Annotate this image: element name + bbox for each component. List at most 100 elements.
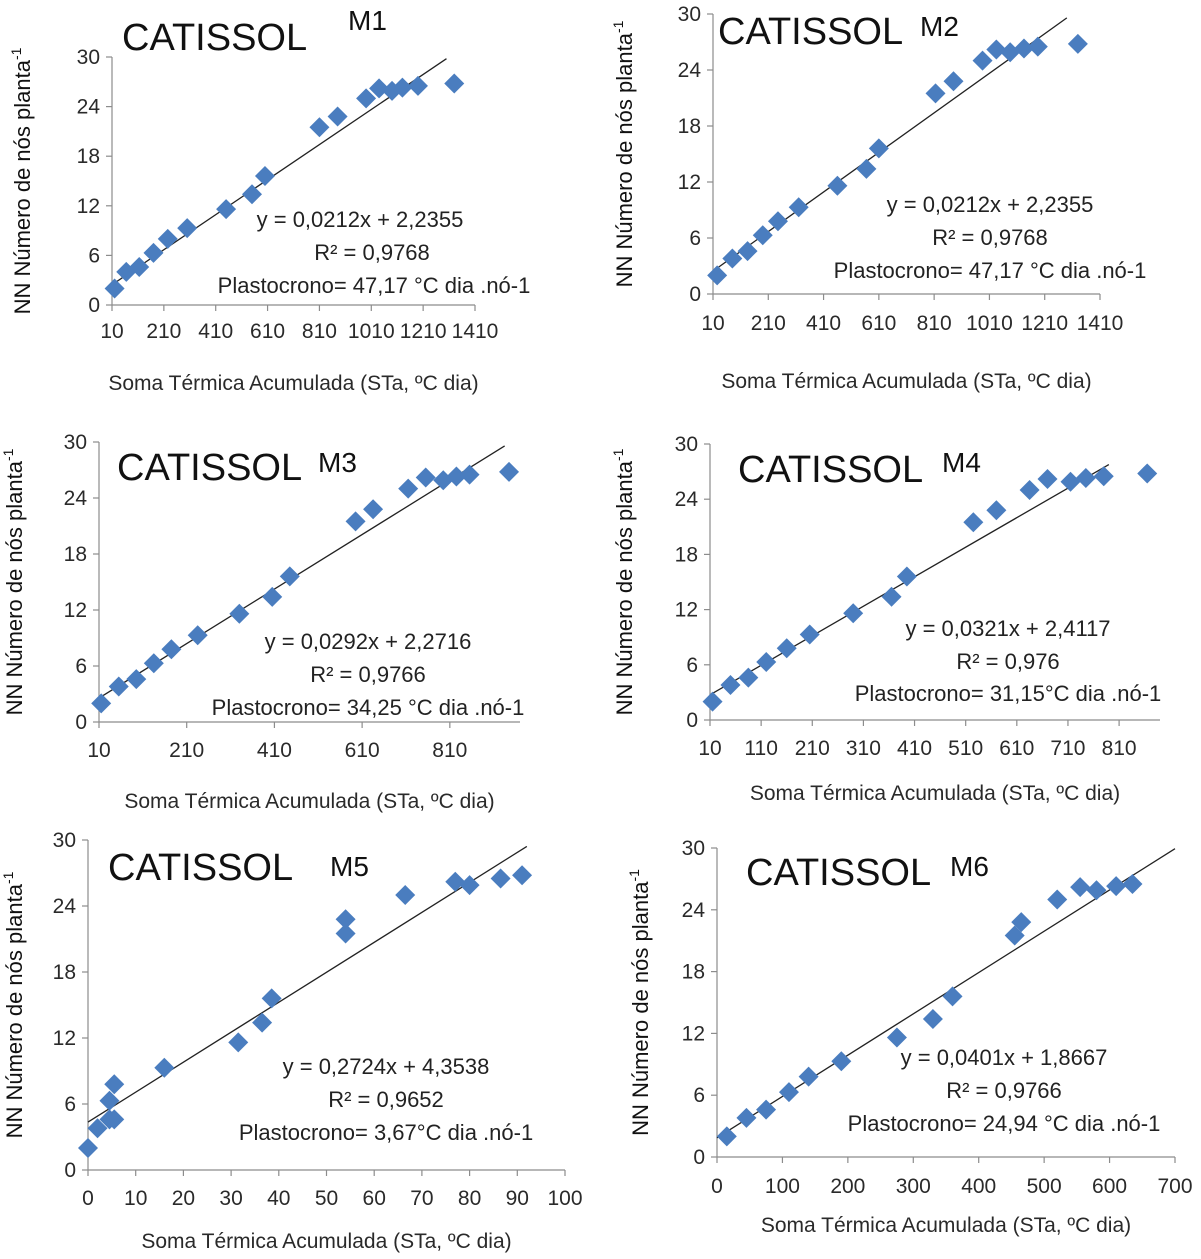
x-tick-label: 810 — [302, 320, 337, 343]
data-point — [335, 909, 356, 930]
trend-equation: y = 0,0292x + 2,2716 — [265, 629, 472, 654]
data-point — [104, 1074, 125, 1095]
y-tick-label: 18 — [675, 543, 698, 566]
y-tick-label: 0 — [88, 294, 100, 317]
x-tick-label: 410 — [198, 320, 233, 343]
data-point — [327, 106, 348, 127]
x-tick-label: 210 — [146, 320, 181, 343]
trend-equation: y = 0,0401x + 1,8667 — [901, 1045, 1108, 1070]
chart-model-label: M4 — [942, 447, 981, 478]
x-tick-label: 60 — [363, 1187, 386, 1210]
x-tick-label: 110 — [744, 737, 777, 760]
y-tick-label: 0 — [693, 1146, 705, 1169]
y-tick-label: 0 — [64, 1159, 76, 1182]
data-point — [1106, 876, 1127, 897]
data-point — [356, 88, 377, 109]
plastocrono-value: Plastocrono= 24,94 °C dia .nó-1 — [848, 1111, 1161, 1136]
data-point — [309, 117, 330, 138]
data-point — [229, 603, 250, 624]
x-tick-label: 610 — [999, 737, 1034, 760]
data-point — [798, 1066, 819, 1087]
data-point — [445, 871, 466, 892]
data-point — [1075, 468, 1096, 489]
x-tick-label: 90 — [506, 1187, 529, 1210]
y-tick-label: 6 — [64, 1093, 76, 1116]
data-point — [707, 265, 728, 286]
data-point — [1047, 889, 1068, 910]
data-point — [369, 78, 390, 99]
x-axis-label: Soma Térmica Acumulada (STa, ºC dia) — [141, 1230, 511, 1253]
x-tick-label: 600 — [1092, 1175, 1127, 1198]
x-tick-label: 400 — [961, 1175, 996, 1198]
data-point — [254, 166, 275, 187]
trend-equation: y = 0,0212x + 2,2355 — [887, 192, 1094, 217]
data-point — [91, 693, 112, 714]
y-tick-label: 24 — [682, 899, 706, 922]
data-point — [736, 1107, 757, 1128]
data-point — [767, 211, 788, 232]
data-point — [459, 875, 480, 896]
y-tick-label: 6 — [689, 227, 701, 250]
x-tick-label: 610 — [250, 320, 285, 343]
x-tick-label: 10 — [698, 737, 721, 760]
chart-title: CATISSOL — [108, 847, 293, 889]
x-tick-label: 1010 — [348, 320, 395, 343]
data-point — [831, 1051, 852, 1072]
x-tick-label: 80 — [458, 1187, 481, 1210]
x-tick-label: 610 — [861, 312, 896, 335]
r-squared: R² = 0,976 — [956, 649, 1059, 674]
data-point — [972, 50, 993, 71]
r-squared: R² = 0,9768 — [314, 240, 430, 265]
data-point — [799, 624, 820, 645]
y-tick-label: 6 — [75, 655, 87, 678]
data-point — [392, 77, 413, 98]
y-axis-label: NN Número de nós planta-1 — [610, 448, 637, 715]
data-point — [1086, 880, 1107, 901]
data-point — [104, 1109, 125, 1130]
data-point — [896, 566, 917, 587]
data-point — [490, 868, 511, 889]
y-tick-label: 30 — [77, 46, 100, 69]
trendline — [98, 445, 505, 699]
chart-model-label: M1 — [348, 5, 387, 36]
x-tick-label: 20 — [172, 1187, 195, 1210]
plastocrono-value: Plastocrono= 3,67°C dia .nó-1 — [239, 1120, 533, 1145]
data-point — [756, 652, 777, 673]
data-point — [78, 1138, 98, 1158]
y-tick-label: 12 — [678, 171, 701, 194]
x-axis-label: Soma Térmica Acumulada (STa, ºC dia) — [750, 782, 1120, 805]
y-tick-label: 30 — [678, 3, 701, 26]
data-point — [1093, 466, 1114, 487]
data-point — [1137, 463, 1158, 484]
y-axis-label: NN Número de nós planta-1 — [626, 869, 653, 1136]
data-point — [398, 478, 419, 499]
data-point — [262, 586, 283, 607]
data-point — [242, 184, 263, 205]
x-tick-label: 510 — [948, 737, 983, 760]
y-axis-label: NN Número de nós planta-1 — [0, 448, 27, 715]
x-tick-label: 100 — [765, 1175, 800, 1198]
data-point — [986, 500, 1007, 521]
y-tick-label: 18 — [678, 115, 701, 138]
data-point — [963, 512, 984, 533]
data-point — [129, 256, 150, 277]
data-point — [716, 1126, 737, 1147]
y-tick-label: 30 — [53, 829, 76, 852]
x-axis-label: Soma Térmica Acumulada (STa, ºC dia) — [124, 790, 494, 813]
data-point — [459, 464, 480, 485]
data-point — [154, 1057, 175, 1078]
data-point — [157, 228, 178, 249]
y-tick-label: 30 — [64, 431, 87, 454]
data-point — [1067, 33, 1088, 54]
x-tick-label: 40 — [267, 1187, 290, 1210]
x-tick-label: 810 — [432, 739, 467, 762]
data-point — [335, 923, 356, 944]
data-point — [776, 638, 797, 659]
x-tick-label: 810 — [917, 312, 952, 335]
data-point — [1019, 480, 1040, 500]
y-tick-label: 18 — [53, 961, 76, 984]
data-point — [986, 39, 1007, 60]
data-point — [415, 467, 436, 488]
